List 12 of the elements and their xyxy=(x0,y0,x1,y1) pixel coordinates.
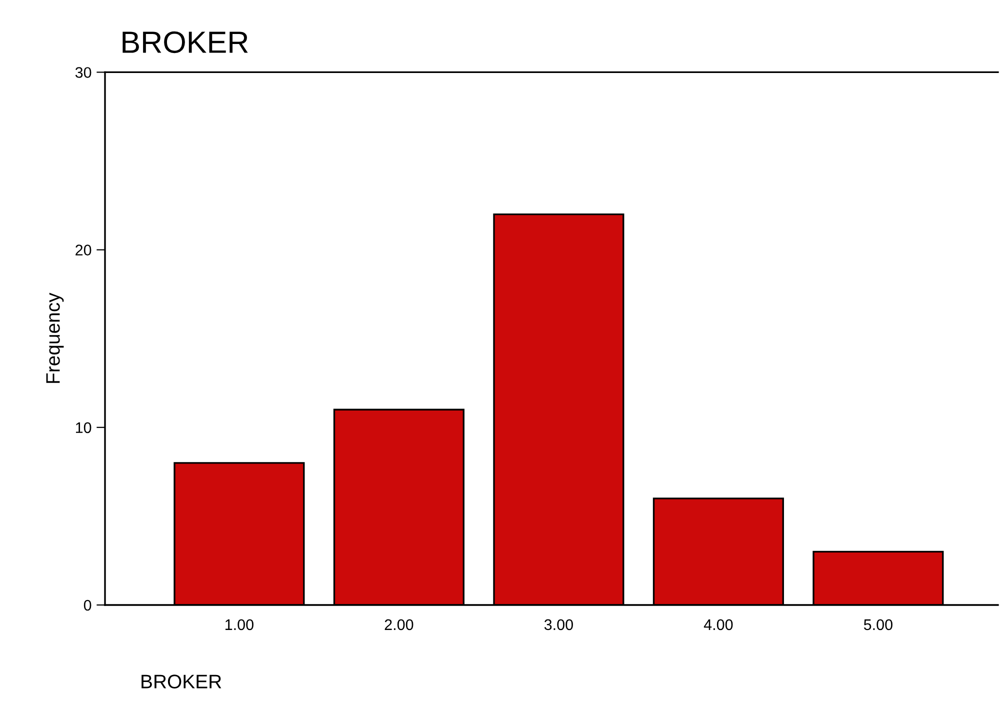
y-tick-label: 30 xyxy=(75,67,92,78)
x-tick-label: 4.00 xyxy=(704,619,733,630)
chart-title: BROKER xyxy=(122,31,248,54)
x-tick-label: 2.00 xyxy=(384,619,414,630)
y-tick-label: 10 xyxy=(76,422,92,434)
x-axis-title: BROKER xyxy=(142,674,222,688)
y-tick-label: 20 xyxy=(76,244,92,256)
x-tick-label: 3.00 xyxy=(544,619,573,630)
y-tick-label: 0 xyxy=(84,600,92,611)
x-tick-label: 1.00 xyxy=(225,619,254,630)
x-tick-label: 5.00 xyxy=(864,619,892,630)
y-axis-title: Frequency xyxy=(46,292,64,383)
